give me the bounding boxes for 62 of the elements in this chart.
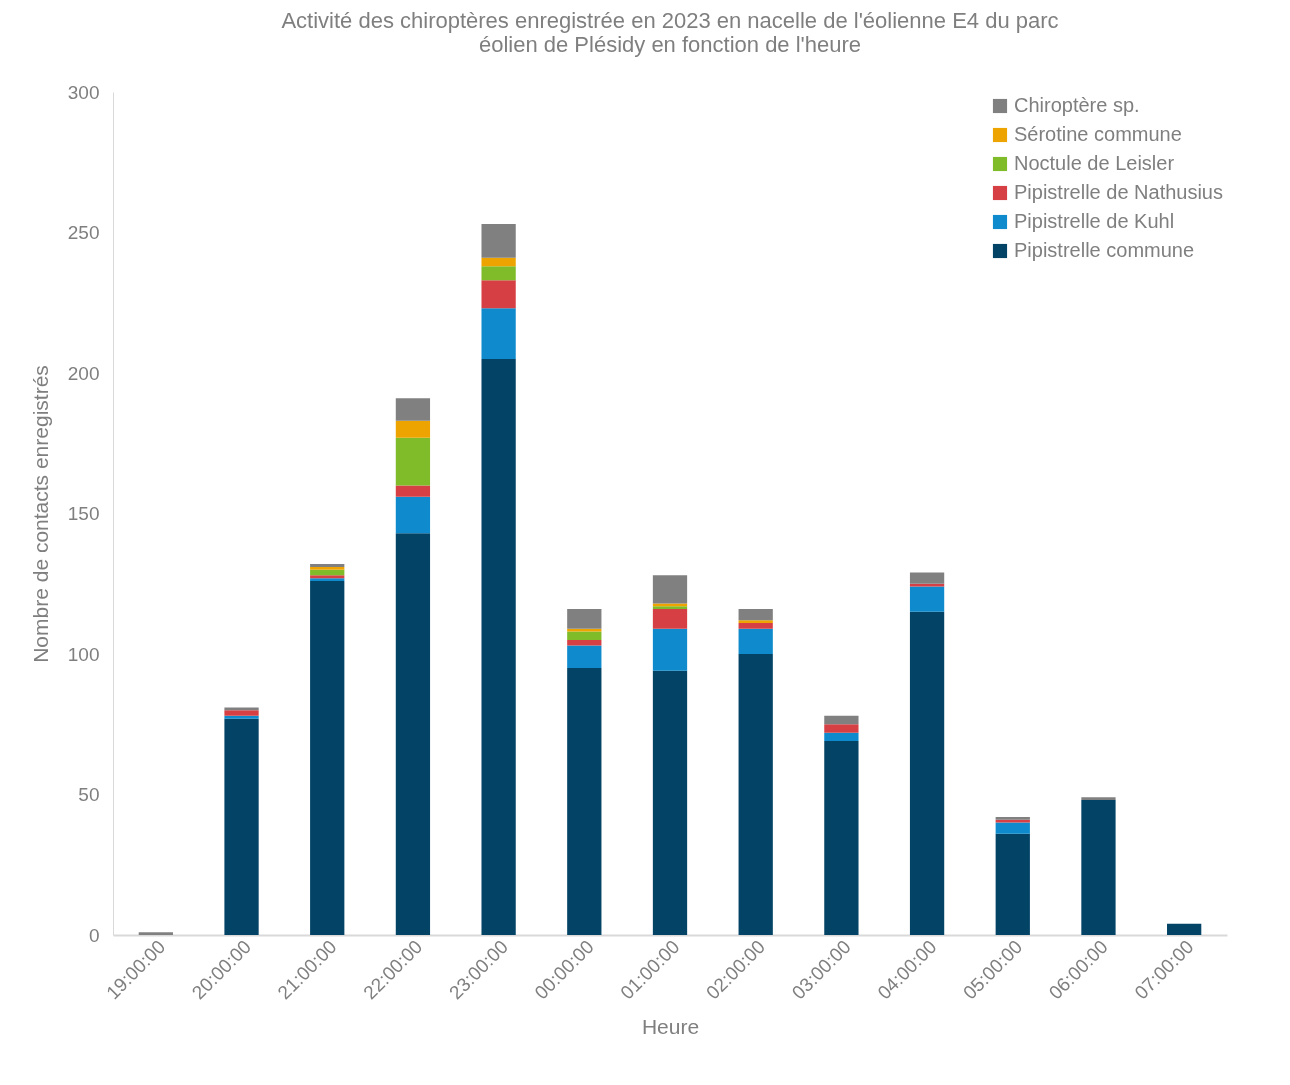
bar <box>652 628 688 671</box>
bar <box>909 586 945 612</box>
bar <box>395 420 431 438</box>
legend-label: Pipistrelle de Nathusius <box>1014 181 1223 203</box>
bar <box>310 580 345 935</box>
bar <box>909 583 945 587</box>
x-axis-title: Heure <box>641 1015 700 1039</box>
bar <box>224 710 259 716</box>
y-axis-title: Nombre de contacts enregistrés <box>28 365 52 663</box>
bar <box>1081 797 1116 801</box>
bar <box>567 668 602 935</box>
bar <box>567 639 602 646</box>
bar <box>138 932 173 935</box>
bar <box>824 741 859 935</box>
y-tick-label: 300 <box>67 81 100 103</box>
bar <box>224 707 259 711</box>
bar <box>1081 800 1116 935</box>
bar <box>395 437 431 486</box>
y-tick-label: 150 <box>67 503 100 524</box>
bar <box>738 628 773 654</box>
bar <box>395 398 431 421</box>
bar <box>909 611 945 935</box>
y-tick-label: 100 <box>67 643 100 665</box>
bar <box>395 485 431 497</box>
legend-label: Noctule de Leisler <box>1014 152 1175 174</box>
y-tick-label: 50 <box>78 784 100 805</box>
bar <box>481 280 516 309</box>
y-tick-label: 200 <box>67 362 100 384</box>
bar <box>395 496 431 534</box>
legend-label: Pipistrelle commune <box>1014 239 1195 261</box>
bar <box>652 609 688 629</box>
bar <box>738 609 773 621</box>
bar <box>824 732 859 742</box>
bar <box>395 533 431 935</box>
bar <box>824 724 859 733</box>
bar <box>652 575 688 604</box>
bar <box>481 224 516 258</box>
y-tick-label: 0 <box>88 924 100 946</box>
bar <box>824 715 859 725</box>
legend-label: Chiroptère sp. <box>1014 94 1140 116</box>
chart-title: Activité des chiroptères enregistrée en 2023 en nacelle de l'éolienne E4 du parc éolien de Plésidy en fonction de l'heure <box>281 8 1059 57</box>
bar <box>224 718 259 935</box>
bar <box>481 266 516 281</box>
legend-label: Sérotine commune <box>1014 123 1182 145</box>
bar <box>1167 923 1202 935</box>
bar <box>481 308 516 359</box>
bar <box>567 645 602 669</box>
bar <box>995 822 1030 834</box>
bar <box>481 358 516 935</box>
bar <box>738 620 773 624</box>
bar <box>224 715 259 719</box>
bar <box>995 833 1030 935</box>
legend-label: Pipistrelle de Kuhl <box>1014 210 1175 232</box>
bar <box>567 628 602 632</box>
bar <box>567 631 602 640</box>
bar <box>909 572 945 584</box>
bar <box>567 609 602 629</box>
bar <box>481 257 516 267</box>
bar <box>738 654 773 935</box>
bar <box>738 623 773 629</box>
y-tick-label: 250 <box>67 222 100 243</box>
bar <box>652 670 688 935</box>
